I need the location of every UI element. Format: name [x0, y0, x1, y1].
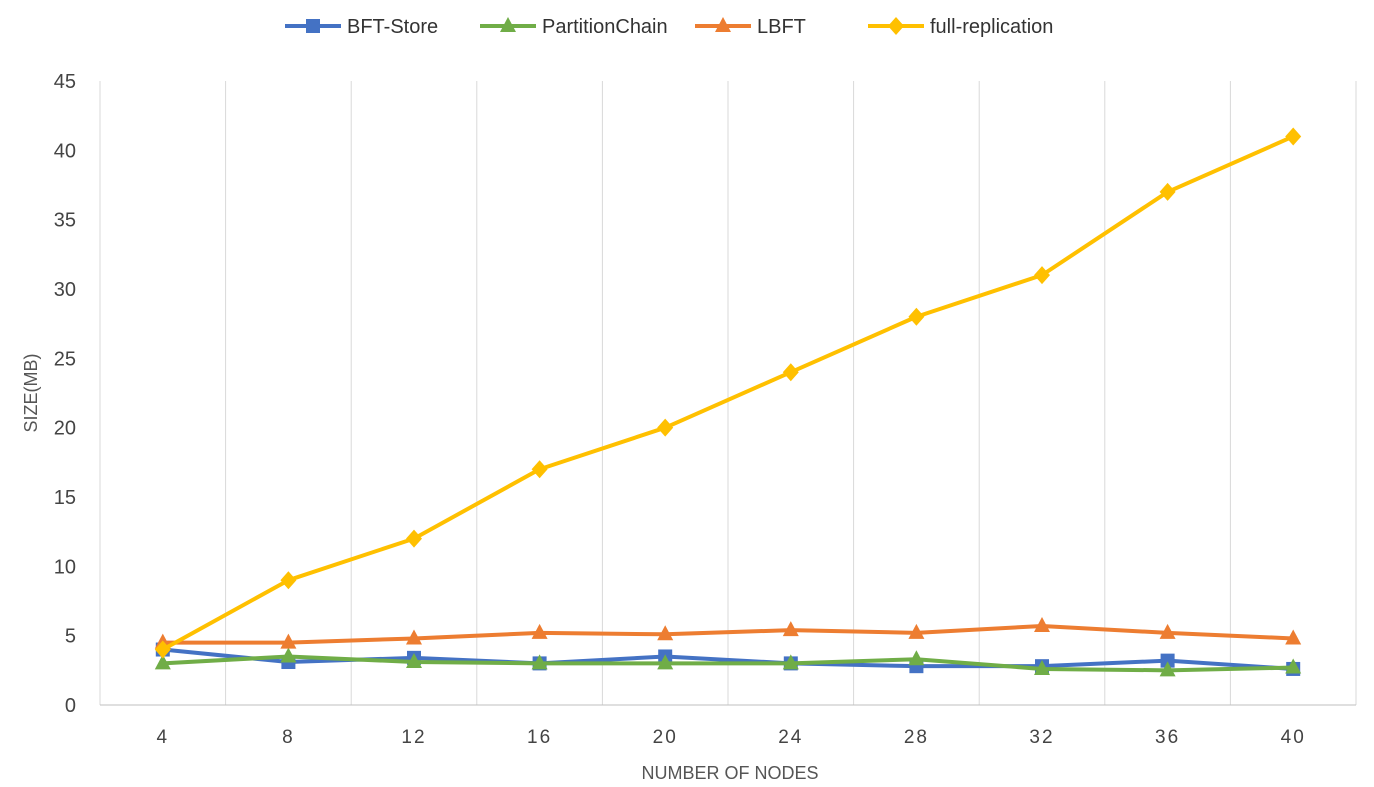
legend-item-full-replication: full-replication: [868, 16, 1053, 38]
bft-store-point: [1160, 653, 1175, 668]
full-replication-point: [280, 571, 297, 590]
y-tick-label: 40: [54, 140, 76, 162]
lbft-point: [280, 633, 297, 649]
y-axis-ticks: 0 5 10 15 20 25 30 35 40 45: [54, 71, 76, 717]
y-tick-label: 0: [65, 695, 76, 717]
full-replication-point: [154, 640, 171, 659]
lbft-line: [162, 623, 1294, 645]
full-replication-point: [531, 460, 548, 479]
y-tick-label: 5: [65, 626, 76, 648]
x-tick-label: 20: [653, 727, 678, 748]
partitionchain-point: [782, 654, 799, 670]
y-tick-label: 35: [54, 210, 76, 232]
y-tick-label: 20: [54, 418, 76, 440]
full-replication-point: [1034, 266, 1050, 285]
lbft-point: [531, 623, 548, 639]
series-lbft: [154, 616, 1302, 649]
full-replication-line: [161, 134, 1295, 652]
lbft-point: [1034, 616, 1050, 632]
x-tick-label: 36: [1155, 727, 1180, 748]
legend-item-lbft: LBFT: [695, 16, 806, 38]
legend-label: full-replication: [930, 16, 1053, 38]
lbft-point: [657, 625, 674, 641]
lbft-point: [1159, 623, 1176, 639]
x-tick-label: 32: [1029, 727, 1054, 748]
partitionchain-point: [154, 654, 171, 670]
y-tick-label: 10: [54, 556, 76, 578]
x-tick-label: 8: [282, 727, 295, 748]
full-replication-point: [657, 418, 674, 437]
legend-item-partitionchain: PartitionChain: [480, 16, 668, 38]
partitionchain-point: [657, 654, 674, 670]
y-tick-label: 30: [54, 279, 76, 301]
x-tick-label: 28: [904, 727, 929, 748]
y-axis-title: SIZE(MB): [21, 354, 41, 433]
lbft-point: [1285, 629, 1302, 645]
partitionchain-point: [406, 653, 422, 669]
partitionchain-point: [531, 654, 548, 670]
lbft-point: [406, 629, 422, 645]
x-tick-label: 12: [401, 727, 426, 748]
full-replication-point: [908, 307, 925, 326]
x-axis-ticks: 4 8 12 16 20 24 28 32 36 40: [157, 727, 1306, 748]
y-tick-label: 25: [54, 348, 76, 370]
y-tick-label: 45: [54, 71, 76, 93]
legend-label: PartitionChain: [542, 16, 668, 38]
y-tick-label: 15: [54, 487, 76, 509]
legend-label: LBFT: [757, 16, 806, 38]
full-replication-point: [1159, 182, 1176, 201]
legend-marker: [500, 17, 516, 32]
partitionchain-line: [162, 654, 1294, 673]
full-replication-point: [1285, 127, 1302, 146]
full-replication-point: [782, 363, 799, 382]
partitionchain-point: [908, 650, 925, 666]
x-axis-title: NUMBER OF NODES: [641, 763, 818, 783]
gridlines: [99, 81, 1357, 705]
legend-marker: [888, 17, 904, 35]
x-tick-label: 40: [1281, 727, 1306, 748]
series-partitionchain: [154, 647, 1302, 677]
legend-marker: [306, 19, 320, 33]
legend: BFT-Store PartitionChain LBFT full-replicat…: [285, 16, 1053, 38]
legend-marker: [715, 17, 731, 32]
legend-label: BFT-Store: [347, 16, 438, 38]
x-tick-label: 16: [527, 727, 552, 748]
x-tick-label: 24: [778, 727, 803, 748]
legend-item-bft-store: BFT-Store: [285, 16, 438, 38]
partitionchain-point: [1285, 658, 1302, 674]
partitionchain-point: [280, 647, 297, 663]
lbft-point: [908, 623, 925, 639]
partitionchain-point: [1034, 659, 1050, 675]
full-replication-point: [406, 529, 422, 548]
lbft-point: [782, 621, 799, 637]
series-group: [154, 127, 1302, 677]
series-full-replication: [154, 127, 1302, 659]
x-tick-label: 4: [157, 727, 170, 748]
partitionchain-point: [1159, 661, 1176, 677]
